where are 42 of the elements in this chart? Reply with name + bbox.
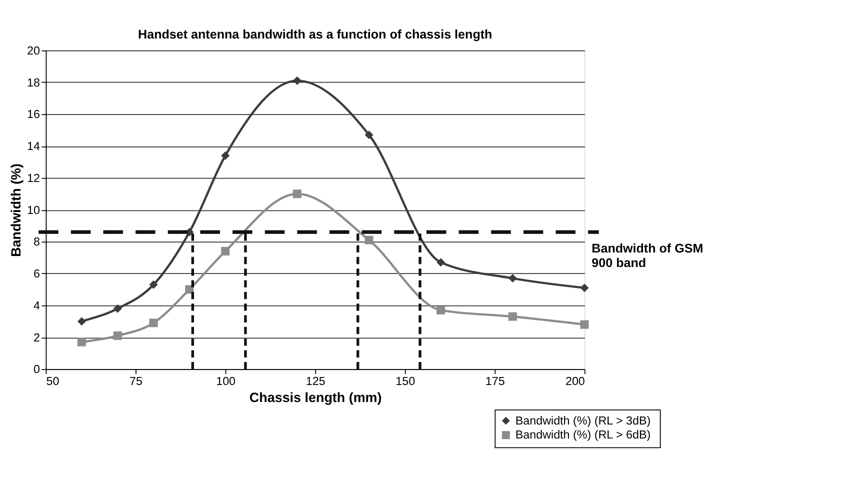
y-tick-label: 0: [33, 363, 40, 376]
ref-line-label: Bandwidth of GSM 900 band: [592, 242, 704, 270]
point: [292, 190, 302, 198]
point: [221, 151, 230, 160]
point: [113, 331, 122, 340]
y-tick-label: 10: [26, 204, 40, 217]
point: [508, 312, 517, 321]
point: [149, 318, 158, 328]
y-tick-label: 8: [33, 236, 40, 249]
point: [149, 280, 158, 289]
x-tick-label: 75: [130, 374, 143, 388]
point: [580, 320, 589, 329]
y-tick-label: 14: [26, 140, 40, 154]
point: [436, 258, 446, 267]
point: [221, 246, 230, 256]
y-tick-label: 18: [26, 76, 40, 90]
x-tick-label: 175: [485, 374, 505, 388]
y-tick-label: 12: [26, 172, 40, 185]
point: [364, 236, 374, 244]
point: [113, 304, 122, 313]
point: [77, 338, 86, 346]
x-tick-label: 200: [565, 374, 586, 388]
y-tick-label: 2: [33, 331, 40, 344]
legend-label: Bandwidth (%) (RL > 6dB): [515, 428, 651, 442]
x-tick-label: 150: [396, 374, 416, 388]
point: [292, 76, 302, 85]
y-tick-label: 16: [26, 108, 40, 122]
point: [436, 306, 446, 314]
x-axis-title: Chassis length (mm): [249, 390, 382, 405]
point: [77, 317, 86, 326]
legend-label: Bandwidth (%) (RL > 3dB): [515, 414, 651, 428]
point: [580, 284, 589, 292]
y-axis-title: Bandwidth (%): [8, 164, 24, 257]
chart-title: Handset antenna bandwidth as a function of chassis length: [138, 28, 492, 42]
x-tick-label: 50: [46, 374, 60, 388]
y-tick-label: 6: [33, 268, 40, 281]
point: [364, 130, 374, 140]
point: [508, 274, 517, 283]
y-tick-label: 20: [26, 44, 40, 58]
y-tick-label: 4: [33, 299, 40, 312]
x-tick-label: 125: [306, 374, 326, 388]
x-tick-label: 100: [216, 374, 236, 388]
